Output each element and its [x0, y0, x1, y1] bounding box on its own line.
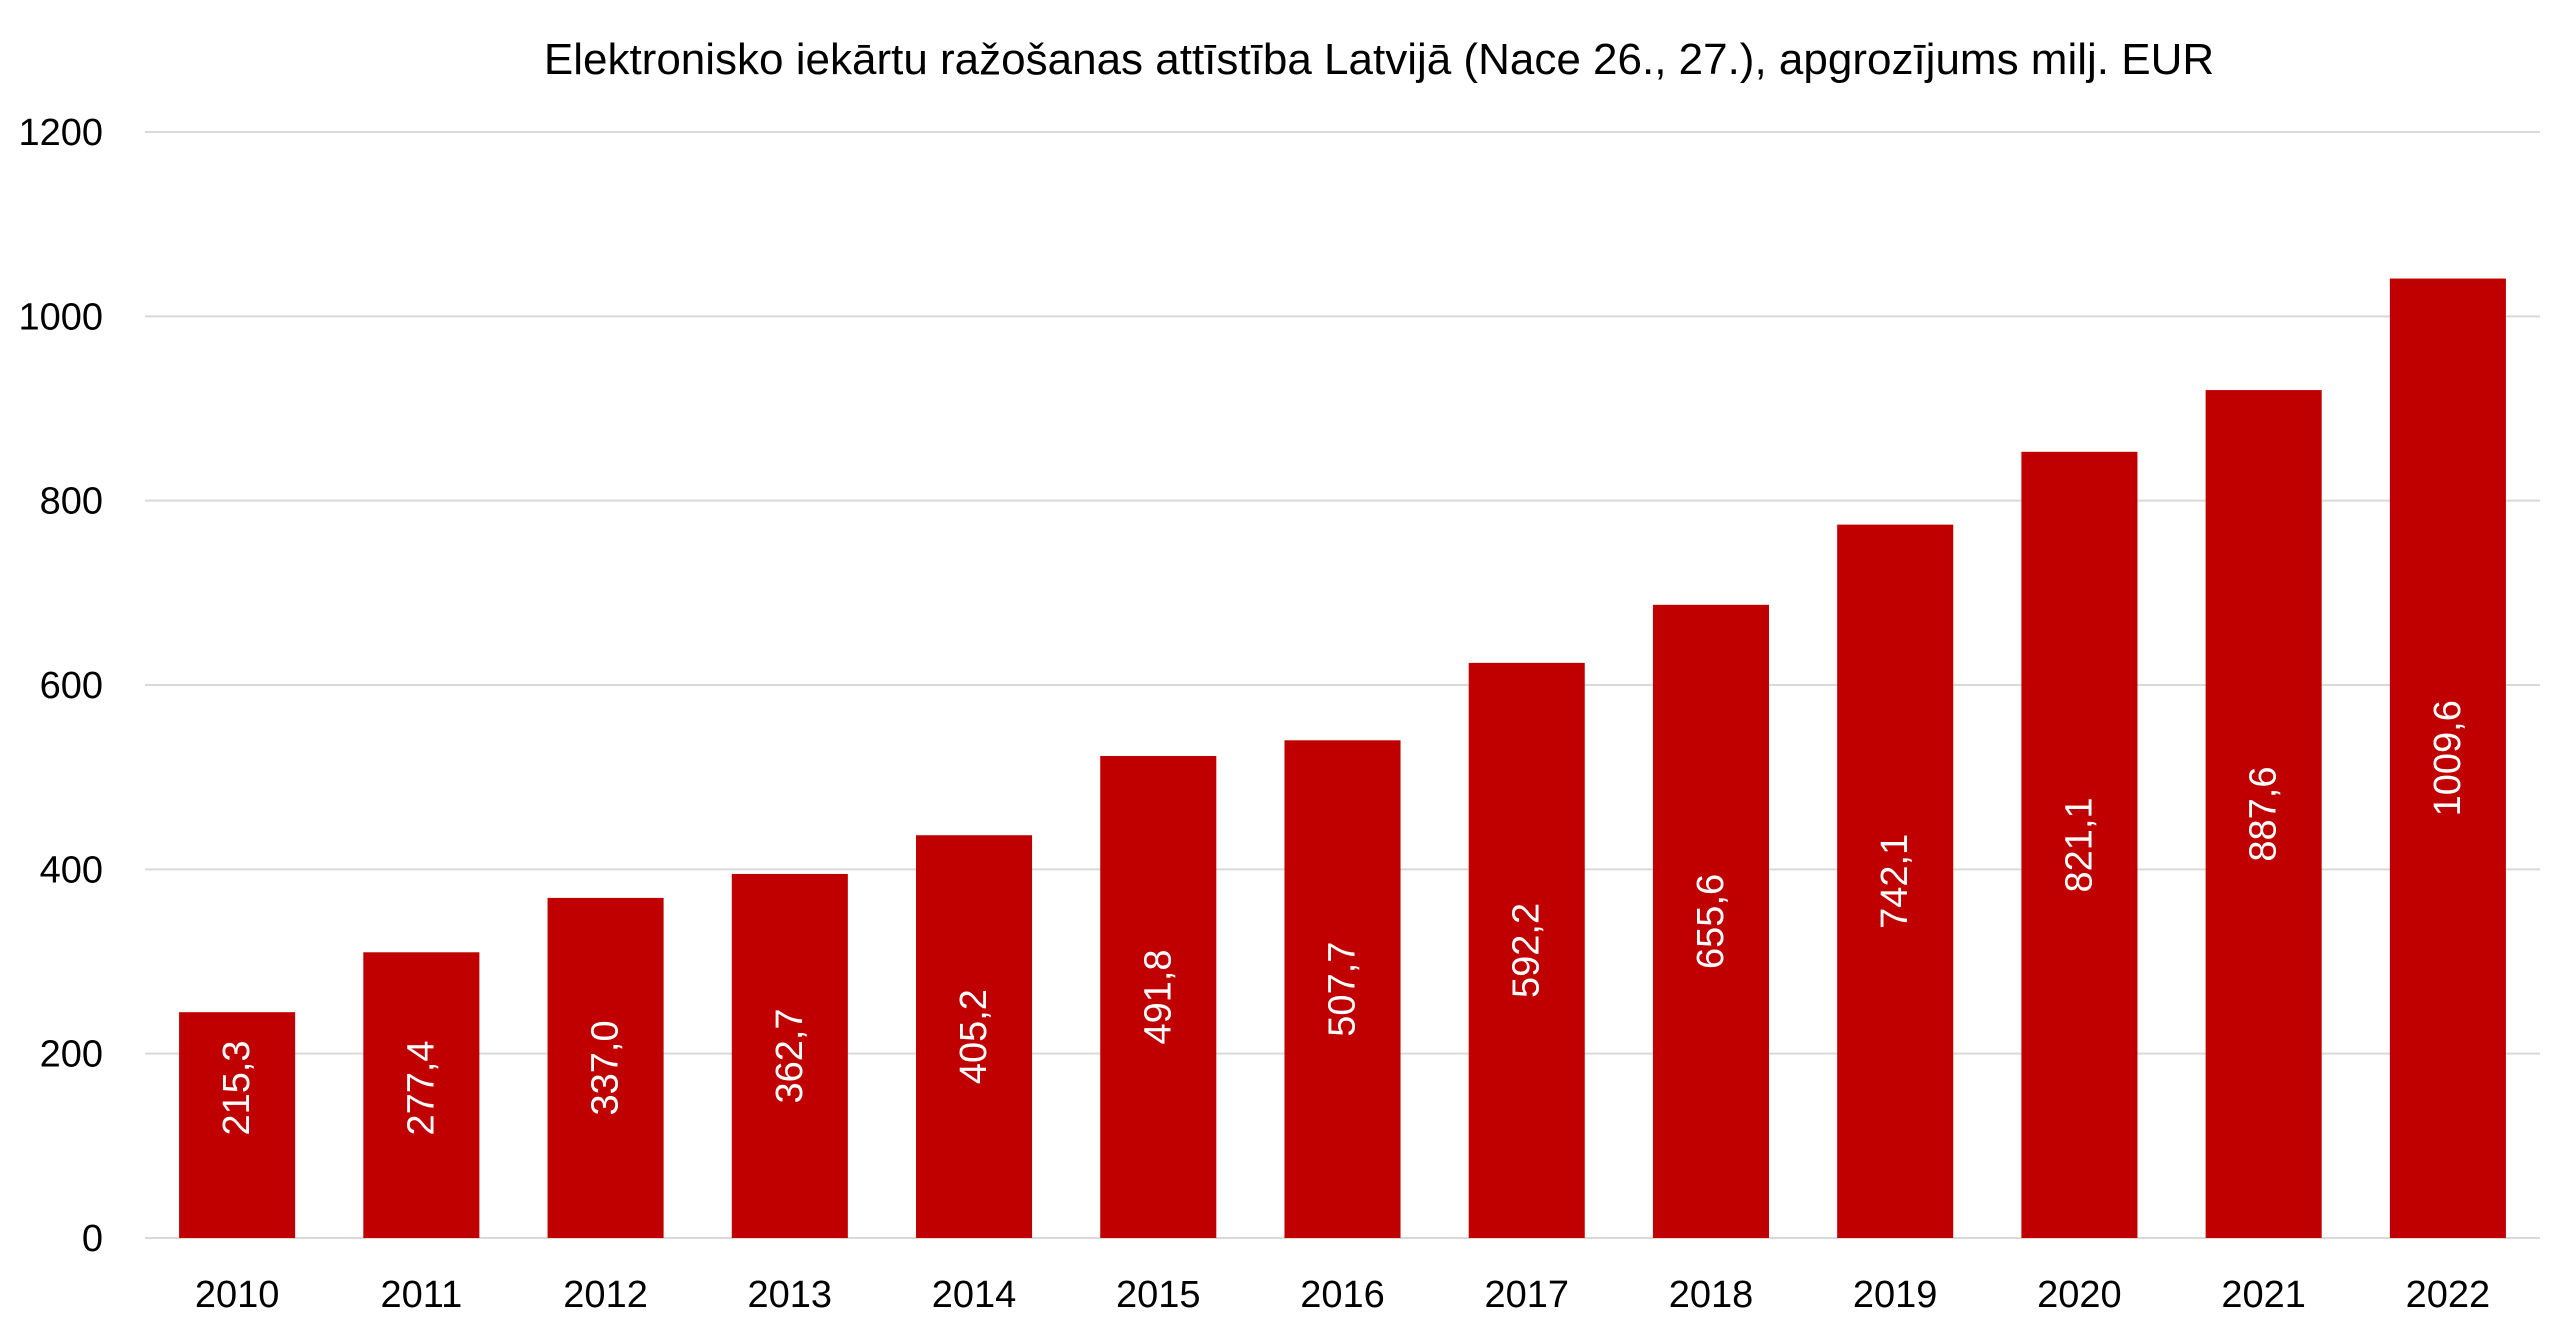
- y-tick-label: 400: [40, 849, 103, 891]
- bar-value-label: 887,6: [2243, 766, 2285, 861]
- bar-value-label: 742,1: [1874, 834, 1916, 929]
- bar: [1100, 755, 1217, 1238]
- x-axis: 2010 2011 2012 2013 2014 2015 2016 2017 2018 2019…: [195, 1274, 2490, 1316]
- bar-value-label: 821,1: [2058, 797, 2100, 892]
- y-tick-label: 0: [82, 1218, 103, 1260]
- y-tick-label: 1200: [18, 112, 103, 154]
- y-tick-label: 200: [40, 1034, 103, 1076]
- bar: [1652, 604, 1769, 1238]
- bar: [2021, 451, 2138, 1238]
- bar: [2205, 390, 2322, 1239]
- x-tick-label: 2016: [1300, 1274, 1385, 1316]
- x-tick-label: 2011: [380, 1274, 462, 1316]
- x-tick-label: 2020: [2037, 1274, 2122, 1316]
- bars: 215,3 277,4 337,0 362,7 405,2 491,8 507,7 592,2…: [179, 278, 2506, 1239]
- bar: [916, 835, 1033, 1238]
- x-tick-label: 2019: [1853, 1274, 1938, 1316]
- bar-value-label: 337,0: [585, 1020, 627, 1115]
- x-tick-label: 2021: [2221, 1274, 2306, 1316]
- bar: [2389, 278, 2506, 1238]
- bar-value-label: 405,2: [953, 989, 995, 1084]
- x-tick-label: 2013: [748, 1274, 833, 1316]
- bar-value-label: 592,2: [1506, 903, 1548, 998]
- x-tick-label: 2017: [1484, 1274, 1569, 1316]
- bar: [731, 873, 848, 1238]
- x-tick-label: 2012: [563, 1274, 648, 1316]
- bar: [1468, 662, 1585, 1238]
- bar: [1837, 524, 1954, 1238]
- x-tick-label: 2015: [1116, 1274, 1201, 1316]
- y-tick-label: 600: [40, 665, 103, 707]
- x-tick-label: 2010: [195, 1274, 280, 1316]
- x-tick-label: 2022: [2406, 1274, 2491, 1316]
- bar-value-label: 1009,6: [2427, 700, 2469, 816]
- y-axis: 0 200 400 600 800 1000 1200: [18, 112, 103, 1260]
- x-tick-label: 2014: [932, 1274, 1017, 1316]
- bar: [363, 952, 480, 1238]
- x-tick-label: 2018: [1669, 1274, 1754, 1316]
- bar-value-label: 491,8: [1137, 949, 1179, 1044]
- bar-value-label: 655,6: [1690, 874, 1732, 969]
- bar-value-label: 507,7: [1322, 942, 1364, 1037]
- y-tick-label: 1000: [18, 296, 103, 338]
- bar: [547, 897, 664, 1238]
- bar: [179, 1012, 296, 1238]
- chart-title: Elektronisko iekārtu ražošanas attīstība…: [544, 35, 2214, 84]
- bar: [1284, 740, 1401, 1238]
- bar-value-label: 215,3: [216, 1040, 258, 1135]
- bar-value-label: 362,7: [769, 1008, 811, 1103]
- y-tick-label: 800: [40, 481, 103, 523]
- bar-value-label: 277,4: [400, 1040, 442, 1135]
